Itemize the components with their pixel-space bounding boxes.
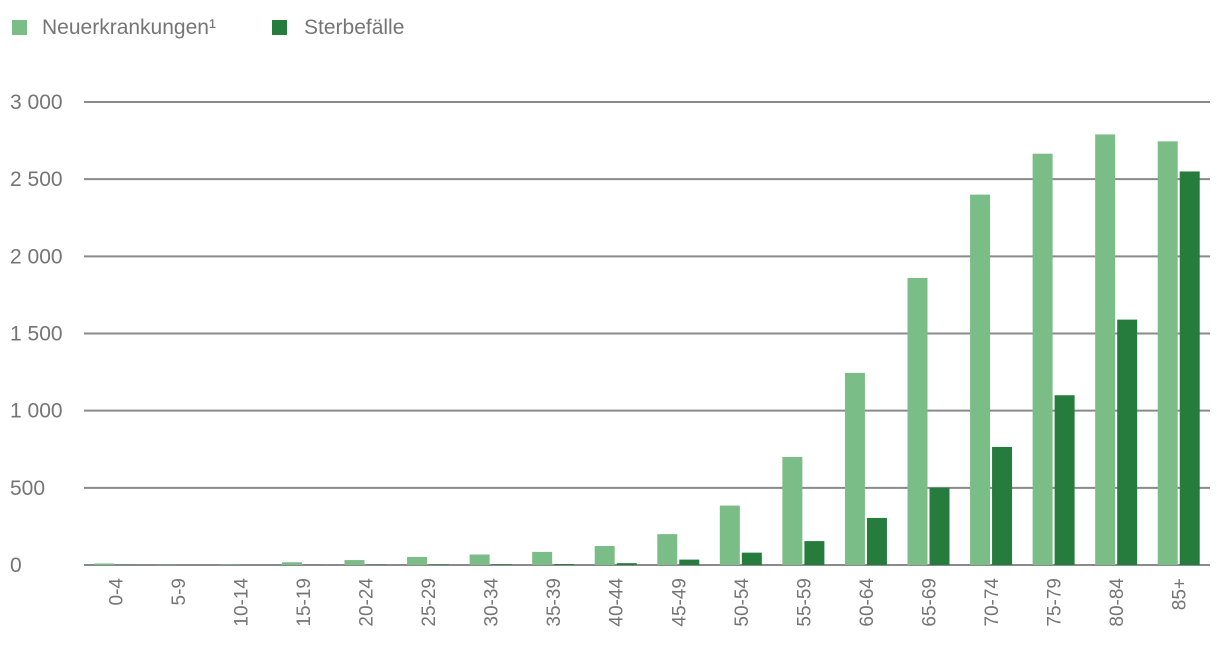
- x-tick-label: 0-4: [106, 578, 127, 606]
- bar-neuerkrankungen-30-34: [469, 554, 490, 565]
- bar-neuerkrankungen-70-74: [970, 194, 991, 565]
- x-tick-label: 85+: [1170, 578, 1191, 610]
- y-tick-label: 1 000: [10, 400, 63, 423]
- bar-sterbefaelle-35-39: [554, 564, 575, 565]
- bar-neuerkrankungen-25-29: [407, 556, 428, 565]
- y-tick-label: 0: [10, 554, 22, 577]
- bar-sterbefaelle-65-69: [929, 487, 950, 565]
- bar-neuerkrankungen-80-84: [1095, 134, 1116, 565]
- bar-neuerkrankungen-15-19: [281, 562, 302, 565]
- y-tick-label: 2 000: [10, 245, 63, 268]
- legend: Neuerkrankungen¹ Sterbefälle: [12, 16, 404, 39]
- x-tick-label: 60-64: [857, 578, 878, 627]
- x-axis: 0-4 5-9 10-14 15-19 20-24 25-29 30-34 35-39 40-4…: [106, 578, 1190, 627]
- bar-sterbefaelle-40-44: [616, 563, 637, 565]
- y-tick-label: 500: [10, 477, 45, 500]
- x-tick-label: 5-9: [169, 578, 190, 605]
- x-tick-label: 15-19: [294, 578, 315, 627]
- x-tick-label: 80-84: [1107, 578, 1128, 627]
- legend-swatch-1: [12, 20, 27, 35]
- x-tick-label: 30-34: [482, 578, 503, 627]
- bar-neuerkrankungen-50-54: [719, 505, 740, 565]
- x-tick-label: 45-49: [669, 578, 690, 627]
- x-tick-label: 50-54: [732, 578, 753, 627]
- x-tick-label: 75-79: [1045, 578, 1066, 627]
- x-tick-label: 35-39: [544, 578, 565, 627]
- bar-sterbefaelle-85+: [1179, 171, 1200, 565]
- bar-sterbefaelle-50-54: [741, 552, 762, 565]
- bar-sterbefaelle-75-79: [1054, 395, 1075, 565]
- y-axis: 0 500 1 000 1 500 2 000 2 500 3 000: [10, 91, 63, 577]
- bar-sterbefaelle-45-49: [679, 559, 700, 565]
- bar-neuerkrankungen-75-79: [1032, 153, 1053, 565]
- bar-sterbefaelle-70-74: [992, 446, 1013, 565]
- y-tick-label: 3 000: [10, 91, 63, 114]
- grid-lines: [84, 101, 1210, 566]
- x-tick-label: 40-44: [607, 578, 628, 627]
- bar-neuerkrankungen-40-44: [594, 546, 615, 565]
- bar-sterbefaelle-55-59: [804, 541, 825, 565]
- bar-sterbefaelle-80-84: [1117, 319, 1138, 565]
- bar-neuerkrankungen-45-49: [657, 534, 678, 565]
- bar-sterbefaelle-60-64: [866, 517, 887, 565]
- y-tick-label: 2 500: [10, 168, 63, 191]
- legend-swatch-2: [272, 20, 287, 35]
- bar-neuerkrankungen-85+: [1157, 141, 1178, 566]
- y-tick-label: 1 500: [10, 323, 63, 346]
- x-tick-label: 25-29: [419, 578, 440, 627]
- x-tick-label: 70-74: [982, 578, 1003, 627]
- bar-neuerkrankungen-55-59: [782, 456, 803, 565]
- x-tick-label: 65-69: [920, 578, 941, 627]
- x-tick-label: 20-24: [357, 578, 378, 627]
- legend-label-2: Sterbefälle: [304, 16, 404, 39]
- x-tick-label: 55-59: [794, 578, 815, 627]
- bar-neuerkrankungen-60-64: [844, 372, 865, 565]
- bar-neuerkrankungen-0-4: [94, 563, 115, 565]
- bar-neuerkrankungen-20-24: [344, 560, 365, 565]
- bar-neuerkrankungen-65-69: [907, 277, 928, 565]
- bars: [94, 134, 1200, 566]
- legend-label-1: Neuerkrankungen¹: [42, 16, 216, 39]
- bar-sterbefaelle-30-34: [491, 564, 512, 565]
- x-tick-label: 10-14: [231, 578, 252, 627]
- bar-neuerkrankungen-35-39: [532, 551, 553, 565]
